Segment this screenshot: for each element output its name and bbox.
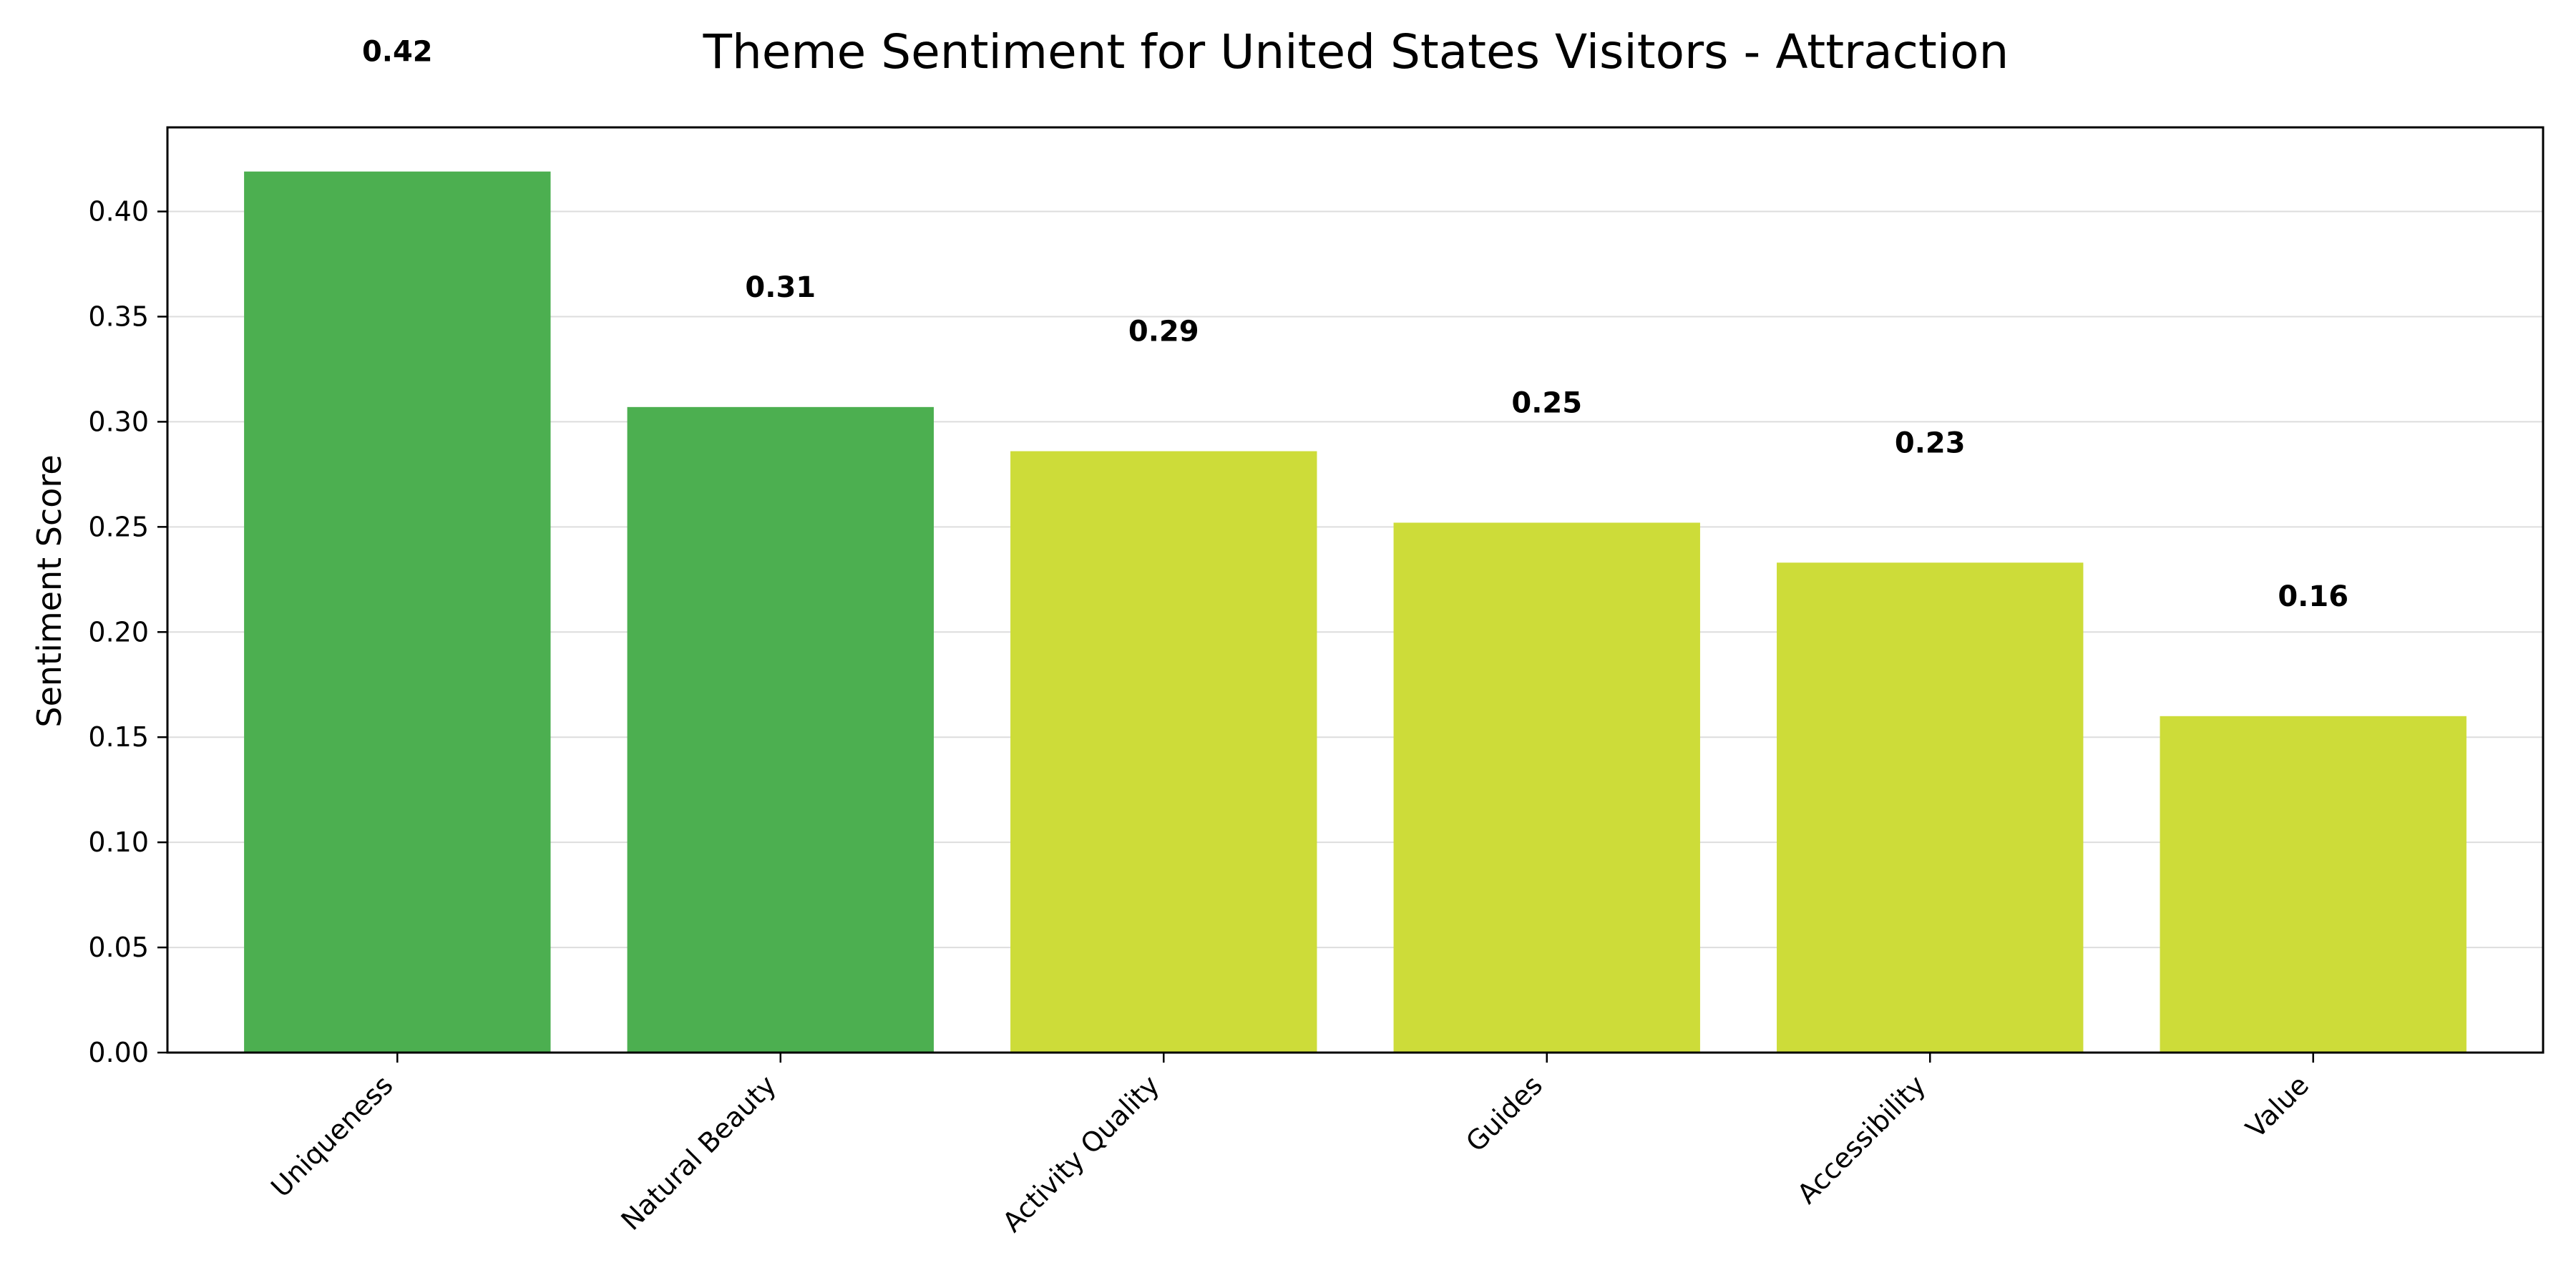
x-tick-label: Value xyxy=(2240,1069,2315,1144)
x-axis: Uniqueness Natural Beauty Activity Quality… xyxy=(265,1053,2315,1238)
bar-guides xyxy=(1393,522,1700,1053)
y-axis: 0.00 0.05 0.10 0.15 0.20 0.25 0.30 0.35 0.40 xyxy=(88,196,167,1068)
y-tick-label: 0.05 xyxy=(88,932,149,963)
y-tick-label: 0.40 xyxy=(88,196,149,228)
bars xyxy=(244,171,2467,1053)
y-tick-label: 0.35 xyxy=(88,301,149,332)
data-label: 0.16 xyxy=(2278,580,2348,613)
y-tick-label: 0.15 xyxy=(88,721,149,753)
data-label: 0.23 xyxy=(1895,426,1966,459)
y-tick-label: 0.10 xyxy=(88,826,149,858)
x-tick-label: Accessibility xyxy=(1791,1069,1931,1209)
plot-frame xyxy=(166,126,2545,1054)
data-labels: 0.42 0.31 0.29 0.25 0.23 0.16 xyxy=(362,36,2348,613)
y-tick-label: 0.00 xyxy=(88,1037,149,1068)
bar-activity-quality xyxy=(1010,451,1317,1053)
bar-accessibility xyxy=(1777,562,2084,1053)
x-tick-label: Guides xyxy=(1460,1069,1548,1158)
y-tick-label: 0.20 xyxy=(88,616,149,648)
bar-natural-beauty xyxy=(627,406,934,1053)
grid-lines xyxy=(167,210,2543,1053)
data-label: 0.29 xyxy=(1128,316,1199,348)
y-tick-label: 0.30 xyxy=(88,406,149,437)
bar-value xyxy=(2160,716,2467,1053)
bar-uniqueness xyxy=(244,171,551,1053)
data-label: 0.31 xyxy=(745,271,816,304)
x-tick-label: Uniqueness xyxy=(265,1069,399,1203)
y-tick-label: 0.25 xyxy=(88,511,149,542)
y-axis-label: Sentiment Score xyxy=(30,454,69,727)
x-tick-label: Activity Quality xyxy=(996,1069,1165,1238)
data-label: 0.25 xyxy=(1511,386,1582,419)
chart-title: Theme Sentiment for United States Visito… xyxy=(703,24,2009,79)
x-tick-label: Natural Beauty xyxy=(615,1069,782,1236)
data-label: 0.42 xyxy=(362,36,433,69)
